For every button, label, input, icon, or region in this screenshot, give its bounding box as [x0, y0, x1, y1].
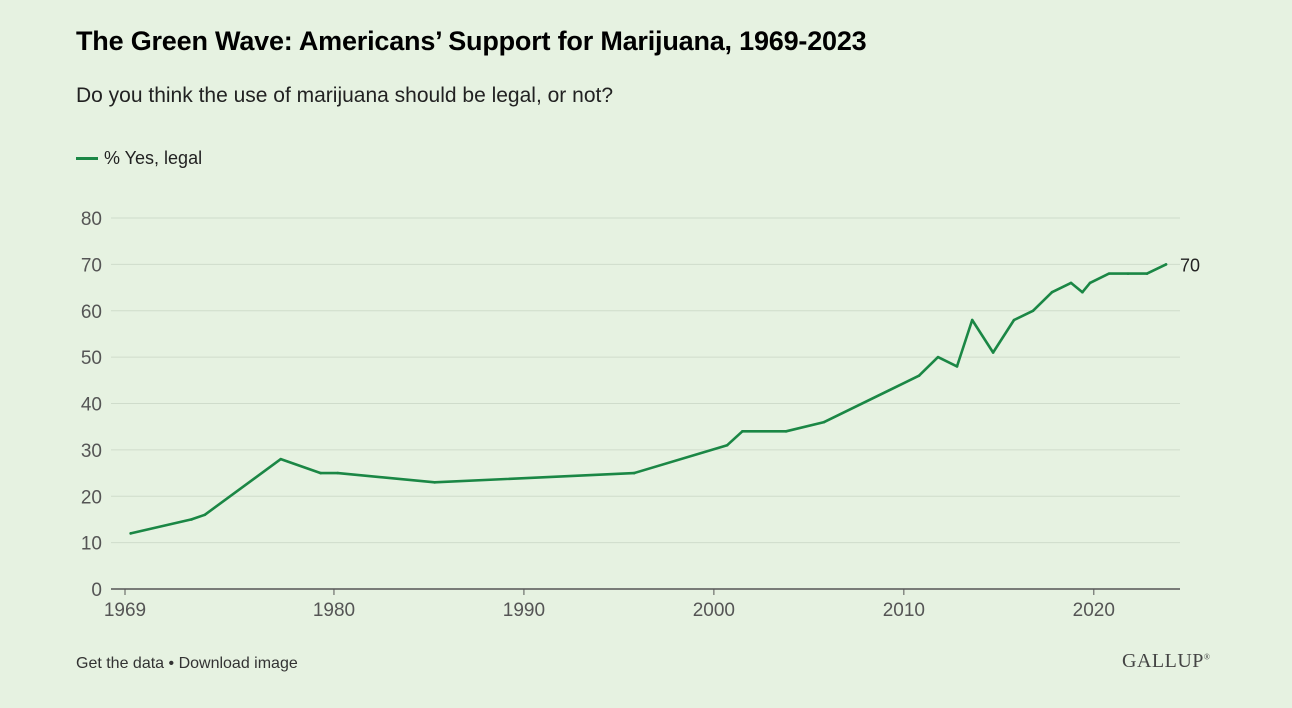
data-point	[336, 471, 340, 475]
data-point	[784, 430, 788, 433]
y-tick-label-70: 70	[81, 255, 102, 276]
data-point	[725, 443, 729, 447]
chart-title: The Green Wave: Americans’ Support for M…	[76, 26, 867, 56]
data-point	[1081, 290, 1084, 294]
data-point	[1012, 318, 1016, 322]
data-point	[279, 457, 283, 461]
y-tick-label-30: 30	[81, 441, 102, 462]
legend-swatch	[76, 157, 98, 160]
x-tick-label-1990: 1990	[503, 600, 545, 621]
y-tick-label-10: 10	[81, 534, 102, 555]
chart-subtitle: Do you think the use of marijuana should…	[76, 84, 614, 107]
data-point	[741, 430, 744, 433]
data-point	[1145, 272, 1149, 275]
end-value-label: 70	[1180, 255, 1200, 275]
y-tick-label-0: 0	[91, 580, 102, 601]
data-point	[190, 518, 193, 521]
data-point	[1031, 309, 1035, 313]
data-point	[955, 365, 959, 368]
x-tick-label-2000: 2000	[693, 600, 735, 621]
data-point	[991, 351, 995, 354]
data-point	[203, 513, 207, 517]
data-point	[936, 355, 940, 359]
data-point	[319, 471, 322, 475]
gallup-logo: GALLUP®	[1122, 650, 1211, 672]
get-data-link[interactable]: Get the data	[76, 655, 165, 672]
download-image-link[interactable]: Download image	[178, 655, 298, 672]
y-tick-label-80: 80	[81, 209, 102, 230]
x-tick-label-2020: 2020	[1073, 600, 1115, 621]
y-tick-label-50: 50	[81, 348, 102, 369]
data-point	[1069, 281, 1073, 285]
legend: % Yes, legal	[76, 148, 202, 169]
data-point	[1107, 272, 1111, 275]
data-point	[1050, 290, 1054, 294]
data-point	[917, 374, 921, 377]
data-point	[822, 420, 826, 424]
data-point	[1126, 272, 1130, 275]
x-tick-label-1969: 1969	[104, 600, 146, 621]
data-point	[1164, 263, 1168, 266]
y-tick-label-60: 60	[81, 302, 102, 323]
x-tick-label-2010: 2010	[883, 600, 925, 621]
data-point	[129, 532, 132, 535]
footer-separator: •	[164, 655, 179, 672]
y-tick-label-20: 20	[81, 487, 102, 508]
x-tick-label-1980: 1980	[313, 600, 355, 621]
y-tick-label-40: 40	[81, 395, 102, 416]
data-point	[632, 471, 636, 475]
series-line-yes-legal	[129, 263, 1168, 535]
data-point	[1088, 281, 1092, 285]
data-point	[970, 318, 974, 322]
footer-links: Get the data • Download image	[76, 655, 298, 673]
legend-label: % Yes, legal	[104, 148, 203, 168]
data-point	[433, 481, 436, 484]
